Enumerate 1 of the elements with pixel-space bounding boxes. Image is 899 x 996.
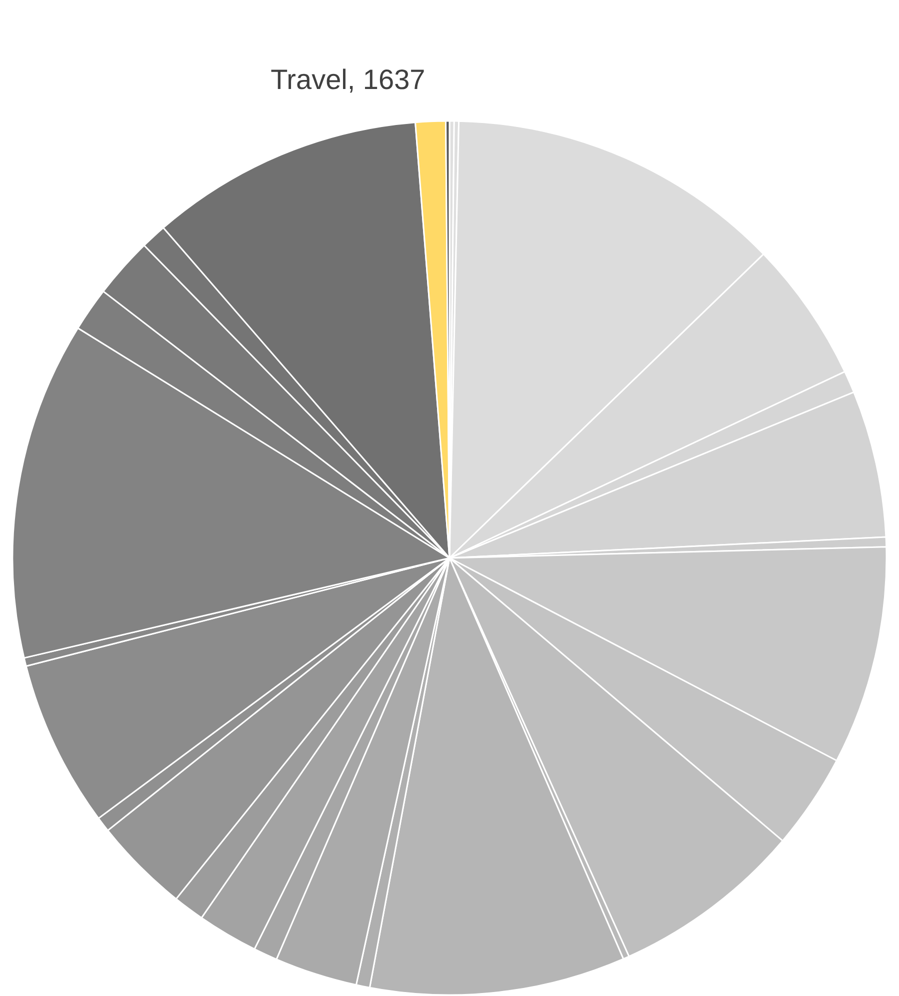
slice-label: Travel, 1637: [270, 64, 426, 96]
